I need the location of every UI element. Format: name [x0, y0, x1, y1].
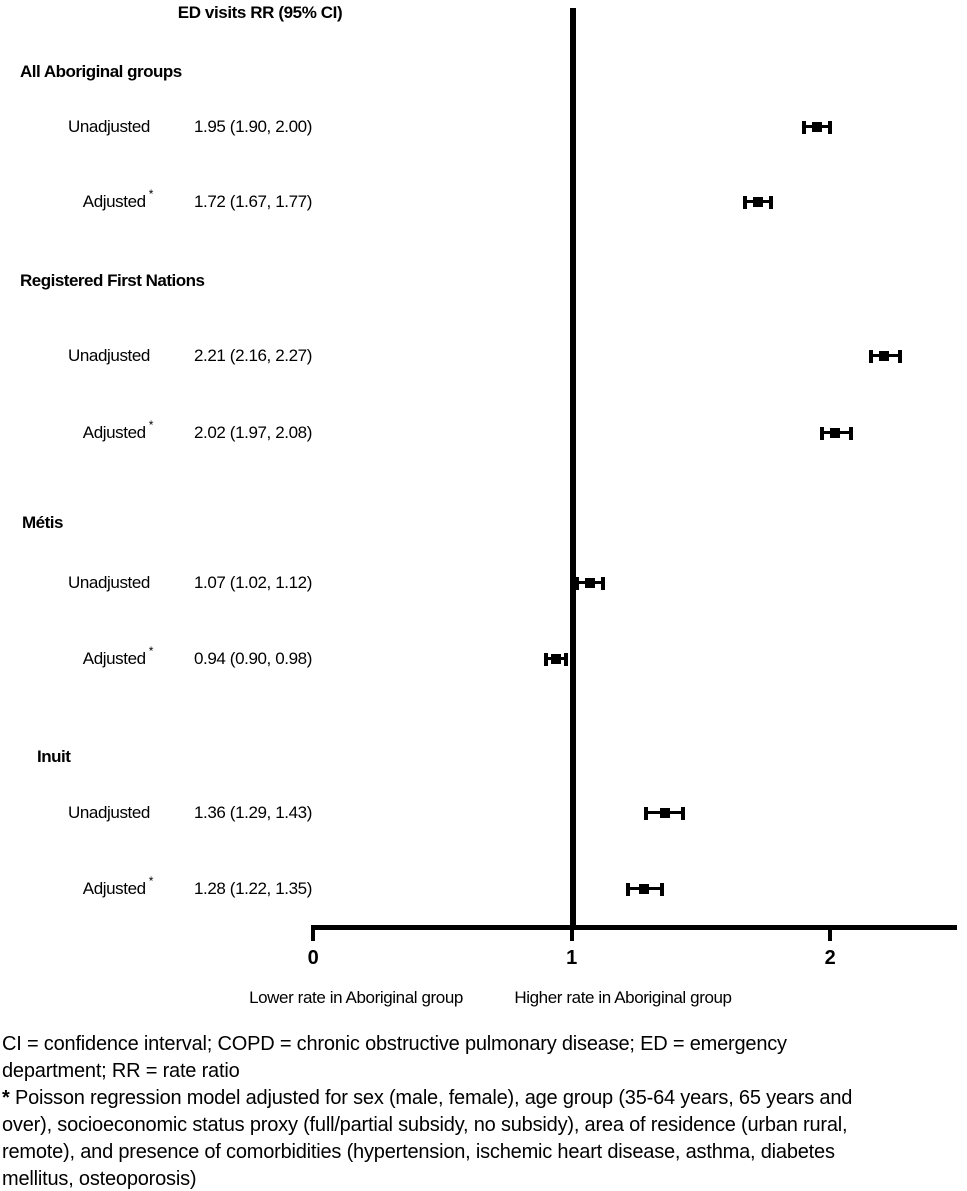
footnote-text: over), socioeconomic status proxy (full/…	[2, 1114, 848, 1136]
footnote-text: mellitus, osteoporosis)	[2, 1168, 197, 1190]
point-estimate-square	[752, 197, 763, 207]
estimate-text: 1.07 (1.02, 1.12)	[194, 573, 312, 592]
estimate-text: 1.36 (1.29, 1.43)	[194, 803, 312, 822]
point-estimate-square	[659, 808, 670, 818]
ci-cap-right	[680, 806, 685, 820]
ci-cap-right	[827, 120, 832, 134]
footnote-text: department; RR = rate ratio	[2, 1060, 240, 1082]
footnote-line: over), socioeconomic status proxy (full/…	[2, 1112, 967, 1139]
point-estimate-square	[879, 351, 890, 361]
ci-cap-right	[897, 349, 902, 363]
row-label-text: Unadjusted	[67, 573, 150, 592]
footnote-text: remote), and presence of comorbidities (…	[2, 1141, 835, 1163]
ci-cap-left	[869, 349, 874, 363]
estimate-text: 0.94 (0.90, 0.98)	[194, 649, 312, 668]
point-estimate-square	[550, 654, 561, 664]
row-label: Adjusted *	[0, 188, 154, 213]
point-estimate-square	[584, 578, 595, 588]
row-label: Unadjusted	[0, 572, 150, 594]
ci-cap-left	[644, 806, 649, 820]
row-label: Unadjusted	[0, 802, 150, 824]
estimate-text: 1.95 (1.90, 2.00)	[194, 117, 312, 136]
row-label: Unadjusted	[0, 345, 150, 367]
forest-marker	[869, 349, 902, 363]
point-estimate-square	[812, 122, 823, 132]
row-label-text: Adjusted	[82, 649, 146, 668]
row-label: Adjusted *	[0, 875, 154, 900]
row-label-text: Unadjusted	[67, 117, 150, 136]
adjusted-asterisk: *	[148, 644, 154, 659]
estimate-text: 2.02 (1.97, 2.08)	[194, 423, 312, 442]
ci-cap-right	[768, 195, 773, 209]
group-header: Inuit	[37, 747, 71, 766]
estimate-text: 2.21 (2.16, 2.27)	[194, 346, 312, 365]
x-axis-label-right: Higher rate in Aboriginal group	[514, 988, 732, 1007]
plot-title: ED visits RR (95% CI)	[177, 3, 343, 22]
footnote-text: Poisson regression model adjusted for se…	[14, 1087, 853, 1109]
group-header: Registered First Nations	[20, 271, 205, 290]
forest-marker	[742, 195, 773, 209]
ci-cap-right	[600, 576, 605, 590]
row-label-text: Unadjusted	[67, 346, 150, 365]
footnote-line: * Poisson regression model adjusted for …	[2, 1085, 967, 1112]
x-axis-tick-label: 2	[824, 947, 836, 969]
footnote-line: CI = confidence interval; COPD = chronic…	[2, 1031, 967, 1058]
x-axis-tick	[828, 929, 832, 941]
x-axis-tick	[311, 929, 315, 941]
x-axis-tick-label: 1	[566, 947, 577, 969]
row-label-text: Adjusted	[82, 879, 146, 898]
ci-cap-left	[802, 120, 807, 134]
group-header: All Aboriginal groups	[20, 62, 182, 81]
footnote-asterisk: *	[2, 1087, 10, 1109]
reference-line	[570, 8, 576, 927]
row-label-text: Adjusted	[82, 423, 146, 442]
footnote-line: mellitus, osteoporosis)	[2, 1166, 967, 1191]
forest-marker	[543, 652, 569, 666]
row-label: Adjusted *	[0, 645, 154, 670]
footnote: CI = confidence interval; COPD = chronic…	[2, 1031, 967, 1191]
point-estimate-square	[830, 428, 841, 438]
row-label-text: Adjusted	[82, 192, 146, 211]
footnote-line: remote), and presence of comorbidities (…	[2, 1139, 967, 1166]
ci-cap-right	[848, 426, 853, 440]
x-axis-label-left: Lower rate in Aboriginal group	[249, 988, 463, 1007]
forest-marker	[802, 120, 832, 134]
forest-marker	[574, 576, 605, 590]
adjusted-asterisk: *	[148, 187, 154, 202]
point-estimate-square	[638, 884, 649, 894]
ci-cap-right	[659, 882, 664, 896]
adjusted-asterisk: *	[148, 418, 154, 433]
ci-cap-left	[574, 576, 579, 590]
estimate-text: 1.72 (1.67, 1.77)	[194, 192, 312, 211]
ci-cap-right	[564, 652, 569, 666]
forest-marker	[820, 426, 853, 440]
footnote-text: CI = confidence interval; COPD = chronic…	[2, 1033, 787, 1055]
ci-cap-left	[742, 195, 747, 209]
ci-cap-left	[626, 882, 631, 896]
footnote-line: department; RR = rate ratio	[2, 1058, 967, 1085]
row-label: Adjusted *	[0, 419, 154, 444]
forest-marker	[626, 882, 664, 896]
estimate-text: 1.28 (1.22, 1.35)	[194, 879, 312, 898]
x-axis-tick	[569, 929, 574, 941]
row-label-text: Unadjusted	[67, 803, 150, 822]
ci-cap-left	[820, 426, 825, 440]
x-axis-line	[311, 925, 957, 930]
ci-cap-left	[543, 652, 548, 666]
forest-marker	[644, 806, 685, 820]
x-axis-tick-label: 0	[307, 947, 319, 969]
adjusted-asterisk: *	[148, 874, 154, 889]
group-header: Métis	[22, 513, 63, 532]
row-label: Unadjusted	[0, 116, 150, 138]
